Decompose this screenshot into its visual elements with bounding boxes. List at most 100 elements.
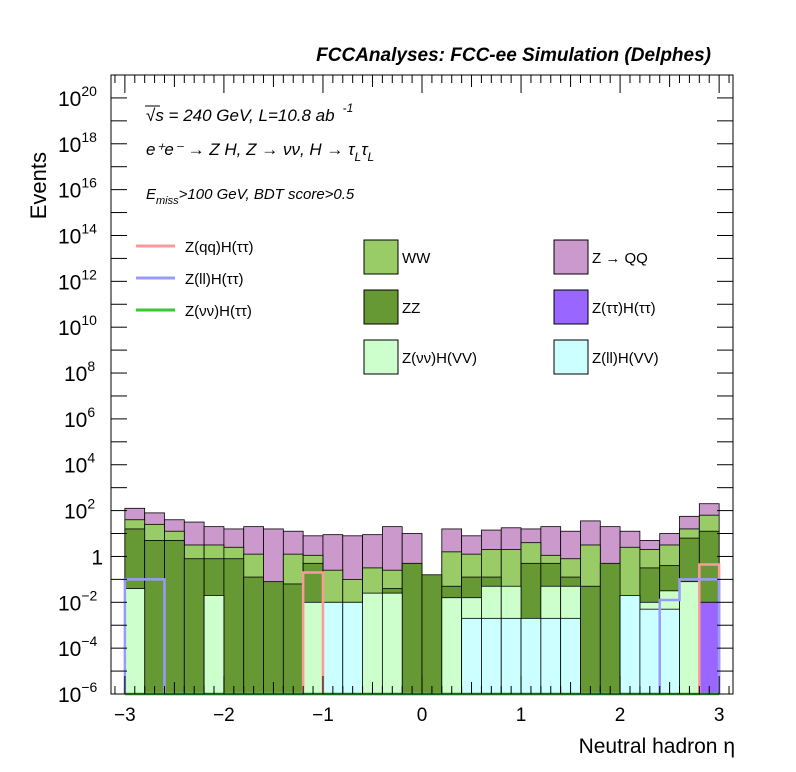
bar-zz: [282, 583, 304, 695]
x-tick-label: 1: [516, 705, 527, 726]
legend-box-label: Z → QQ: [592, 250, 648, 267]
y-tick-label: 104: [64, 450, 95, 478]
legend-box-swatch: [363, 289, 399, 325]
legend-box-swatch: [553, 289, 589, 325]
y-tick-exponent: 6: [87, 404, 95, 420]
x-tick-label: 0: [417, 705, 428, 726]
legend-box-label: Z(νν)H(VV): [402, 350, 477, 367]
legend-line-label: Z(νν)H(ττ): [185, 303, 252, 320]
y-tick-label: 1010: [58, 312, 97, 340]
cuts-rest: >100 GeV, BDT score>0.5: [179, 186, 355, 203]
y-tick-mantissa: 10: [58, 88, 81, 111]
legend-line-label: Z(ll)H(ττ): [185, 271, 244, 288]
bar-zz: [223, 558, 245, 695]
y-tick-exponent: −6: [81, 679, 97, 695]
y-tick-mantissa: 10: [64, 501, 87, 524]
y-tick-exponent: −4: [81, 633, 97, 649]
cuts-text: E: [146, 186, 157, 203]
legend-box-swatch: [363, 339, 399, 375]
chart-title: FCCAnalyses: FCC-ee Simulation (Delphes): [316, 45, 711, 66]
y-tick-exponent: 8: [87, 358, 95, 374]
y-tick-exponent: 4: [87, 450, 95, 466]
bar-zz: [164, 539, 185, 695]
energy-annotation: √s = 240 GeV, L=10.8 ab -1: [146, 101, 353, 125]
y-tick-exponent: 14: [81, 220, 97, 236]
bar-z-h-vv-: [302, 601, 324, 695]
y-tick-label: 10−2: [58, 587, 98, 615]
energy-sup: -1: [343, 101, 354, 115]
y-tick-mantissa: 10: [64, 455, 87, 478]
y-tick-mantissa: 10: [58, 638, 81, 661]
y-tick-mantissa: 10: [58, 180, 81, 203]
y-tick-label: 10−4: [58, 633, 98, 661]
legend-box-label: ZZ: [402, 300, 420, 317]
x-tick-label: 2: [615, 705, 626, 726]
y-tick-label: 1: [91, 546, 103, 569]
histogram-bars: [124, 503, 720, 695]
y-tick-mantissa: 10: [58, 225, 81, 248]
bar-z-ll-h-vv-: [659, 608, 680, 695]
y-tick-mantissa: 10: [58, 271, 81, 294]
bar-z-h-vv-: [362, 592, 383, 695]
y-tick-label: 1018: [58, 129, 97, 157]
y-tick-label: 1020: [58, 83, 97, 111]
legend: Z(qq)H(ττ) Z(ll)H(ττ) Z(νν)H(ττ) WW Z → QQ ZZ…: [136, 239, 659, 375]
y-tick-exponent: 10: [81, 312, 97, 328]
bar-zz: [243, 576, 264, 695]
y-tick-label: 1012: [58, 266, 97, 294]
legend-line-label: Z(qq)H(ττ): [185, 239, 254, 256]
legend-box-swatch: [363, 239, 399, 275]
bar-zz: [263, 581, 284, 695]
bar-z-ll-h-vv-: [540, 617, 562, 695]
y-tick-label: 1014: [58, 220, 97, 248]
bar-z-ll-h-vv-: [520, 617, 542, 695]
y-tick-mantissa: 10: [58, 684, 81, 707]
y-tick-mantissa: 10: [64, 409, 87, 432]
x-tick-label: −3: [114, 705, 136, 726]
bar-z-h-vv-: [203, 595, 225, 695]
legend-box-label: WW: [402, 250, 431, 267]
y-tick-exponent: 20: [81, 83, 97, 99]
y-tick-label: 108: [64, 358, 95, 386]
bar-z-h-vv-: [124, 588, 146, 695]
bar-zz: [401, 562, 423, 695]
bar-zz: [421, 574, 443, 695]
bar-zz: [580, 585, 601, 695]
bar-z-ll-h-vv-: [481, 617, 502, 695]
cuts-sub: miss: [156, 195, 179, 207]
y-tick-exponent: −2: [81, 587, 97, 603]
x-tick-label: −2: [213, 705, 235, 726]
y-tick-mantissa: 10: [58, 134, 81, 157]
bar-zz: [144, 539, 165, 695]
legend-box-label: Z(ll)H(VV): [592, 350, 659, 367]
bar-z-h-vv-: [441, 597, 463, 695]
bar-z-ll-h-vv-: [639, 608, 661, 695]
legend-box-swatch: [553, 339, 589, 375]
legend-box-label: Z(ττ)H(ττ): [592, 300, 656, 317]
bar-zz: [599, 562, 621, 695]
x-tick-label: −1: [312, 705, 334, 726]
y-tick-exponent: 16: [81, 175, 97, 191]
cuts-annotation: Emiss>100 GeV, BDT score>0.5: [146, 186, 355, 207]
bar-z-ll-h-vv-: [500, 617, 522, 695]
y-tick-label: 106: [64, 404, 95, 432]
process-annotation: e⁺e⁻ → Z H, Z → νν, H → τLτL: [146, 140, 374, 164]
y-axis-label: Events: [26, 152, 51, 219]
y-tick-label: 1016: [58, 175, 97, 203]
x-tick-label: 3: [714, 705, 725, 726]
y-tick-mantissa: 10: [58, 317, 81, 340]
process-text: e⁺e⁻ → Z H, Z → νν, H → τ: [146, 140, 356, 159]
bar-z-h-vv-: [381, 592, 403, 695]
bar-z-ll-h-vv-: [342, 601, 363, 695]
bar-z-h-: [698, 601, 720, 695]
x-axis-label: Neutral hadron η: [579, 735, 735, 758]
axis-ticks: −3 −2 −1 0 1 2 310−610−410−2110210410610810101…: [58, 74, 733, 726]
bar-zz: [183, 558, 205, 695]
bar-z-ll-h-vv-: [619, 595, 641, 695]
y-tick-label: 102: [64, 496, 95, 524]
bar-z-ll-h-vv-: [322, 601, 344, 695]
y-tick-exponent: 18: [81, 129, 97, 145]
y-tick-mantissa: 10: [64, 363, 87, 386]
y-tick-exponent: 2: [87, 496, 95, 512]
